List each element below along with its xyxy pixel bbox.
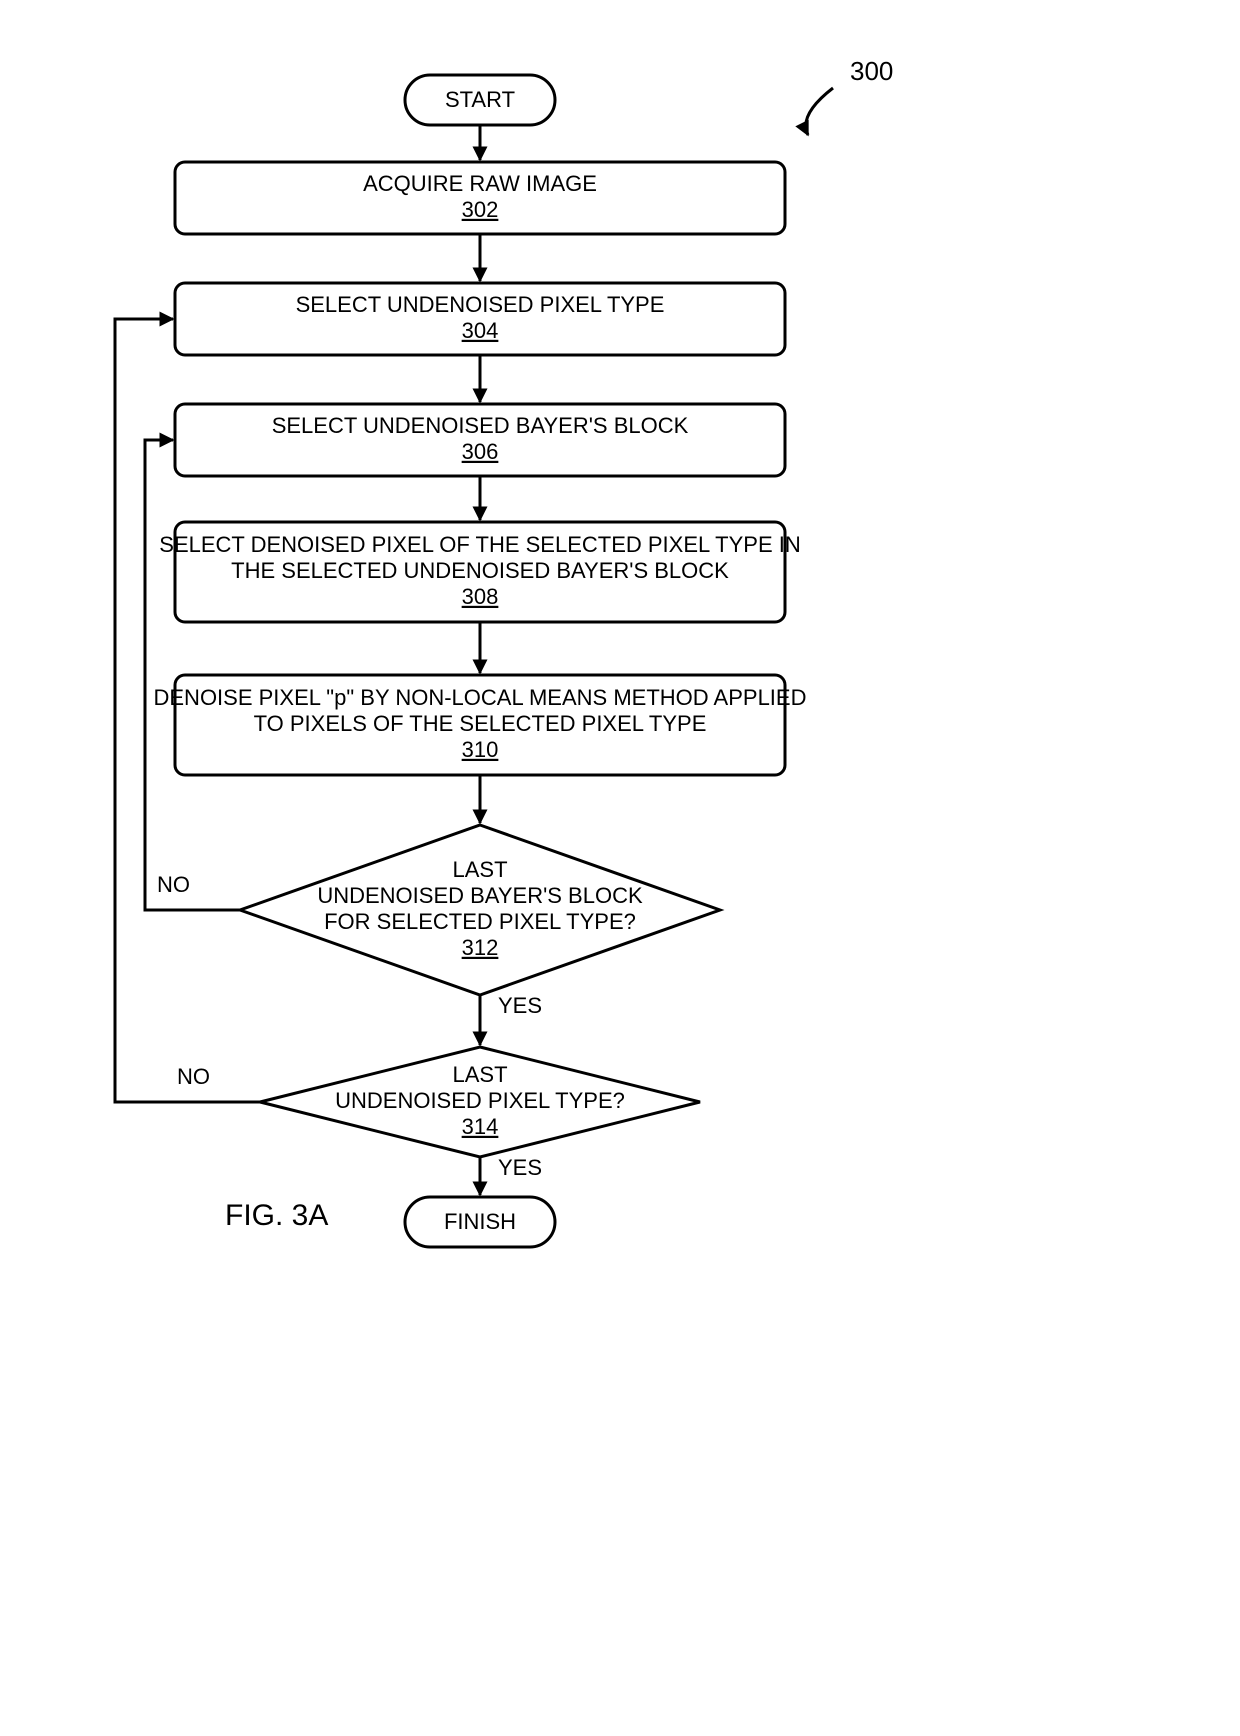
svg-text:LAST: LAST (452, 857, 507, 882)
svg-text:310: 310 (462, 737, 499, 762)
ref-leader-line (806, 88, 833, 135)
svg-text:START: START (445, 87, 515, 112)
svg-text:SELECT UNDENOISED BAYER'S BLOC: SELECT UNDENOISED BAYER'S BLOCK (272, 413, 689, 438)
svg-text:UNDENOISED PIXEL TYPE?: UNDENOISED PIXEL TYPE? (335, 1088, 625, 1113)
node-n306: SELECT UNDENOISED BAYER'S BLOCK306 (175, 404, 785, 476)
svg-text:TO PIXELS OF THE SELECTED PIXE: TO PIXELS OF THE SELECTED PIXEL TYPE (254, 711, 707, 736)
node-n314: LASTUNDENOISED PIXEL TYPE?314 (260, 1047, 700, 1157)
node-n310: DENOISE PIXEL "p" BY NON-LOCAL MEANS MET… (154, 675, 807, 775)
edge-label-yes: YES (498, 1155, 542, 1180)
svg-text:314: 314 (462, 1114, 499, 1139)
flowchart-figure: YES YES NO NO START ACQUIRE RAW IMAGE302 SELEC… (0, 0, 1240, 1736)
svg-text:THE SELECTED UNDENOISED BAYER': THE SELECTED UNDENOISED BAYER'S BLOCK (231, 558, 729, 583)
node-start: START (405, 75, 555, 125)
svg-text:FINISH: FINISH (444, 1209, 516, 1234)
svg-text:FOR SELECTED PIXEL TYPE?: FOR SELECTED PIXEL TYPE? (324, 909, 636, 934)
svg-text:302: 302 (462, 197, 499, 222)
svg-text:ACQUIRE RAW IMAGE: ACQUIRE RAW IMAGE (363, 171, 597, 196)
edge-label-no: NO (157, 872, 190, 897)
node-n308: SELECT DENOISED PIXEL OF THE SELECTED PI… (159, 522, 800, 622)
node-n302: ACQUIRE RAW IMAGE302 (175, 162, 785, 234)
figure-label: FIG. 3A (225, 1199, 328, 1232)
svg-text:312: 312 (462, 935, 499, 960)
edge-label-no: NO (177, 1064, 210, 1089)
svg-text:DENOISE PIXEL "p" BY NON-LOCA: DENOISE PIXEL "p" BY NON-LOCAL MEANS MET… (154, 685, 807, 710)
svg-text:LAST: LAST (452, 1062, 507, 1087)
svg-text:308: 308 (462, 584, 499, 609)
svg-text:UNDENOISED BAYER'S BLOCK: UNDENOISED BAYER'S BLOCK (317, 883, 643, 908)
svg-text:SELECT UNDENOISED PIXEL TYPE: SELECT UNDENOISED PIXEL TYPE (296, 292, 665, 317)
node-finish: FINISH (405, 1197, 555, 1247)
node-n312: LASTUNDENOISED BAYER'S BLOCKFOR SELECTED… (240, 825, 720, 995)
svg-text:306: 306 (462, 439, 499, 464)
node-n304: SELECT UNDENOISED PIXEL TYPE304 (175, 283, 785, 355)
figure-ref-number: 300 (850, 56, 893, 86)
edge-label-yes: YES (498, 993, 542, 1018)
svg-text:SELECT DENOISED PIXEL OF THE S: SELECT DENOISED PIXEL OF THE SELECTED PI… (159, 532, 800, 557)
svg-text:304: 304 (462, 318, 499, 343)
